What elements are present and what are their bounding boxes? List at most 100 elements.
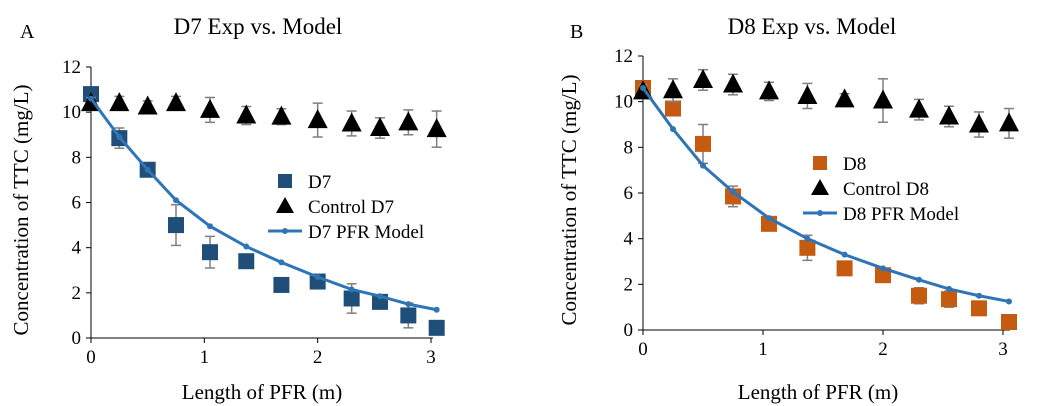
- panel-b: B D8 Exp vs. Model Concentration of TTC …: [557, 14, 1019, 404]
- panel-a-legend: D7 Control D7 D7 PFR Model: [268, 172, 424, 243]
- panel-a-x-axis-label: Length of PFR (m): [182, 380, 342, 404]
- panel-b-y-tick-label: 2: [624, 274, 634, 295]
- panel-b-data-point: [695, 135, 711, 152]
- panel-b-y-tick-label: 0: [624, 320, 634, 341]
- panel-b-legend: D8 Control D8 D8 PFR Model: [803, 154, 959, 225]
- panel-b-y-axis-label: Concentration of TTC (mg/L): [557, 75, 581, 326]
- panel-b-model-point: [841, 251, 848, 258]
- panel-a-legend-square-swatch: [278, 174, 292, 188]
- panel-b-x-tick-label: 2: [878, 339, 888, 360]
- panel-a-data-point: [238, 253, 255, 270]
- panel-b-data-point: [875, 267, 891, 284]
- panel-a-control-point: [200, 98, 220, 118]
- panel-a-legend-label: D7 PFR Model: [308, 222, 424, 243]
- panel-a-model-point: [405, 301, 412, 308]
- panel-b-model-line: [641, 87, 1010, 303]
- panel-b-letter: B: [570, 21, 583, 43]
- panel-a-control-point: [137, 95, 158, 115]
- panel-a-y-tick-label: 10: [62, 102, 81, 123]
- panel-a-control-point: [166, 92, 186, 112]
- panel-b-data-point: [799, 239, 816, 256]
- panel-a-model-point: [377, 293, 383, 300]
- panel-b-control-point: [939, 105, 959, 125]
- panel-a-control-point: [307, 109, 328, 129]
- panel-b-control-point: [723, 73, 743, 93]
- panel-b-control-point: [834, 88, 855, 108]
- panel-a-model-point: [173, 197, 179, 204]
- panel-b-y-tick-label: 6: [624, 183, 634, 204]
- panel-a-model-point: [348, 286, 355, 293]
- panel-b-data-point: [725, 188, 741, 205]
- panel-b-model-point: [640, 84, 646, 91]
- panel-b-control-point: [693, 68, 713, 88]
- panel-a-y-tick-label: 0: [72, 328, 82, 349]
- panel-b-legend-label: D8: [843, 154, 866, 175]
- panel-b-title: D8 Exp vs. Model: [728, 14, 897, 39]
- panel-a-data-point: [273, 276, 290, 293]
- panel-b-data-point: [1001, 314, 1017, 331]
- panel-b-control-point: [797, 84, 818, 104]
- panel-b-legend-label: Control D8: [843, 179, 929, 200]
- panel-b-model-point: [766, 215, 772, 222]
- panel-b-data-point: [941, 291, 957, 308]
- panel-b-y-tick-label: 4: [624, 229, 634, 250]
- panel-b-control-point: [909, 98, 929, 118]
- panel-b-model-point: [1006, 298, 1012, 305]
- panel-a-legend-line-dot: [282, 228, 288, 234]
- panel-a-data-point: [168, 217, 184, 234]
- panel-a-x-tick-label: 2: [313, 347, 323, 368]
- panel-a-model-point: [433, 306, 440, 313]
- panel-a-control-point: [398, 111, 419, 131]
- panel-b-model-point: [700, 162, 706, 169]
- panel-b-model-point: [730, 188, 736, 195]
- panel-a-title: D7 Exp vs. Model: [174, 14, 343, 39]
- panel-a-control-point: [426, 118, 447, 138]
- panel-a-control-point: [236, 104, 257, 124]
- panel-a-model-point: [88, 95, 94, 102]
- panel-a-model-point: [207, 223, 213, 230]
- panel-a-control-point: [341, 112, 362, 132]
- panel-a-y-tick-label: 12: [62, 57, 81, 78]
- panel-a-x-tick-label: 1: [200, 347, 210, 368]
- panel-a-y-tick-label: 8: [72, 147, 82, 168]
- panel-b-control-point: [663, 79, 683, 99]
- panel-b-control-point: [759, 80, 779, 100]
- panel-b-data-point: [971, 300, 987, 317]
- panel-a-legend-label: D7: [308, 172, 331, 193]
- panel-b-control-point: [999, 112, 1019, 132]
- panel-b-x-tick-label: 1: [758, 339, 768, 360]
- panel-b-data-point: [665, 100, 681, 117]
- panel-b-control-point: [873, 89, 893, 109]
- panel-b-model-point: [880, 265, 886, 272]
- panel-a-y-tick-label: 6: [72, 193, 82, 214]
- panel-a-model-point: [116, 134, 123, 141]
- panel-a-control-point: [370, 116, 390, 136]
- panel-a-data-point: [428, 319, 445, 336]
- panel-b-model-point: [916, 276, 922, 283]
- panel-b-model-point: [804, 235, 811, 242]
- panel-b-x-tick-label: 0: [638, 339, 648, 360]
- panel-b-model-point: [946, 285, 952, 292]
- panel-a-y-tick-label: 2: [72, 283, 82, 304]
- panel-a-legend-label: Control D7: [308, 197, 394, 218]
- panel-a-control-point: [109, 92, 130, 112]
- panel-b-control-point: [969, 113, 989, 133]
- panel-a-control-point: [271, 105, 292, 125]
- panel-a-data-point: [400, 307, 417, 324]
- panel-a-x-tick-label: 3: [426, 347, 436, 368]
- panel-b-data-point: [836, 260, 853, 277]
- panel-b-y-tick-label: 12: [614, 46, 633, 67]
- panel-a-data-point: [343, 290, 360, 307]
- panel-b-model-point: [976, 292, 982, 299]
- panel-a-y-tick-label: 4: [72, 238, 82, 259]
- panel-b-y-tick-label: 8: [624, 137, 634, 158]
- panel-b-legend-line-dot: [817, 210, 823, 216]
- panel-a: A D7 Exp vs. Model Concentration of TTC …: [9, 14, 447, 404]
- panel-a-model-line: [89, 97, 437, 312]
- panel-b-x-tick-label: 3: [998, 339, 1008, 360]
- panel-a-model-point: [144, 166, 151, 173]
- panel-a-x-tick-label: 0: [86, 347, 96, 368]
